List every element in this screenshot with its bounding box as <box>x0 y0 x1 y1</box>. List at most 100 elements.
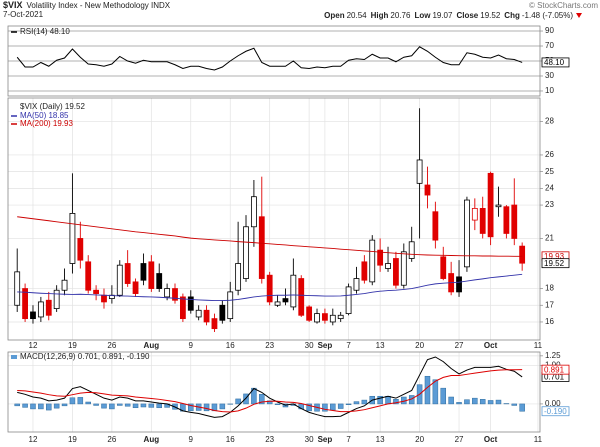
x-tick-label: Sep <box>318 341 333 350</box>
quote: Open 20.54 High 20.76 Low 19.07 Close 19.52 Chg -… <box>324 11 573 20</box>
candle-body <box>258 216 265 279</box>
y-tick-label: 21 <box>545 234 554 243</box>
candle-body <box>432 211 439 241</box>
histogram-bar <box>132 403 139 409</box>
histogram-bar <box>188 403 194 412</box>
candle-body <box>69 213 76 264</box>
x-tick-label: 11 <box>534 435 543 444</box>
candle-body <box>164 288 171 298</box>
x-tick-label: Aug <box>144 341 160 350</box>
histogram-bar <box>14 403 20 407</box>
candle-body <box>314 313 320 323</box>
candle-body <box>274 301 281 306</box>
y-tick-label: 23 <box>545 200 554 209</box>
x-tick-label: 16 <box>226 341 235 350</box>
histogram-bar <box>259 394 265 405</box>
histogram-bar <box>140 403 147 408</box>
candle-body <box>440 256 447 279</box>
y-tick-label: 90 <box>545 26 554 35</box>
x-tick-label: 23 <box>265 435 274 444</box>
quote-label: Chg <box>504 11 520 20</box>
candle-body <box>45 299 52 316</box>
legend-entry: MA(50) 18.85 <box>20 111 69 120</box>
candle-body <box>116 264 123 296</box>
x-tick-label: 26 <box>107 435 116 444</box>
quote-label: Close <box>456 11 478 20</box>
histogram-bar <box>156 403 162 409</box>
y-tick-label: 26 <box>545 150 554 159</box>
x-tick-label: Sep <box>318 435 333 444</box>
x-tick-label: 20 <box>415 341 424 350</box>
candle-body <box>37 301 44 318</box>
chart-title: $VIX Volatility Index - New Methodology I… <box>3 0 171 10</box>
histogram-bar <box>109 403 115 410</box>
last-value-label: 19.93 <box>544 252 565 261</box>
x-tick-label: 11 <box>534 341 543 350</box>
moving-average <box>17 273 523 302</box>
candle-body <box>377 249 384 266</box>
histogram-bar <box>93 403 99 406</box>
candle-body <box>195 309 202 318</box>
candle-body <box>219 304 226 321</box>
histogram-bar <box>377 395 383 405</box>
candle-body <box>14 271 21 306</box>
x-tick-label: 16 <box>226 435 235 444</box>
histogram-bar <box>77 397 84 405</box>
histogram-bar <box>274 403 281 405</box>
x-tick-label: Oct <box>484 341 498 350</box>
histogram-bar <box>440 387 447 405</box>
y-tick-label: 30 <box>545 71 554 80</box>
candle-body <box>456 276 462 293</box>
candle-body <box>132 281 139 294</box>
down-arrow <box>576 13 582 18</box>
x-tick-label: 12 <box>29 435 38 444</box>
x-tick-label: 9 <box>189 341 194 350</box>
candle-body <box>187 296 194 311</box>
copyright: © StockCharts.com <box>529 1 598 10</box>
histogram-bar <box>30 403 36 410</box>
last-value-box <box>541 406 570 417</box>
instrument-name: Volatility Index - New Methodology INDX <box>27 1 171 10</box>
histogram-bar <box>330 403 336 411</box>
histogram-bar <box>456 402 462 405</box>
macd-line <box>17 369 523 413</box>
quote-value: 19.52 <box>480 11 501 20</box>
y-tick-label: 18 <box>545 284 554 293</box>
candle-body <box>471 207 478 221</box>
legend-entry: RSI(14) 48.10 <box>20 27 70 36</box>
last-value-label: 0.701 <box>544 373 565 382</box>
histogram-bar <box>322 403 328 412</box>
histogram-bar <box>124 403 131 407</box>
histogram-bar <box>464 399 470 405</box>
candle-body <box>385 263 391 269</box>
last-value-label: 48.10 <box>544 58 565 67</box>
candle-body <box>179 296 186 320</box>
candle-body <box>266 274 273 303</box>
candle-body <box>282 298 289 303</box>
candle-body <box>22 288 28 320</box>
histogram-bar <box>306 403 312 412</box>
candle-body <box>172 288 178 301</box>
x-tick-label: Aug <box>144 435 160 444</box>
histogram-bar <box>448 396 454 405</box>
histogram-bar <box>487 400 494 405</box>
y-tick-label: 0.00 <box>545 399 561 408</box>
candle-body <box>140 263 147 281</box>
x-tick-label: 7 <box>346 341 351 350</box>
histogram-bar <box>511 403 518 406</box>
y-tick-label: 28 <box>545 117 554 126</box>
histogram-bar <box>353 401 360 405</box>
candle-body <box>369 239 376 283</box>
last-value-box <box>541 57 570 68</box>
histogram-bar <box>219 403 226 410</box>
candle-body <box>503 206 510 234</box>
macd-line <box>17 356 523 418</box>
candle-body <box>408 241 415 259</box>
histogram-bar <box>46 403 52 411</box>
y-tick-label: 25 <box>545 167 554 176</box>
x-tick-label: 13 <box>376 435 385 444</box>
candle-body <box>393 258 399 286</box>
candle-body <box>77 238 84 261</box>
x-tick-label: 27 <box>455 341 464 350</box>
